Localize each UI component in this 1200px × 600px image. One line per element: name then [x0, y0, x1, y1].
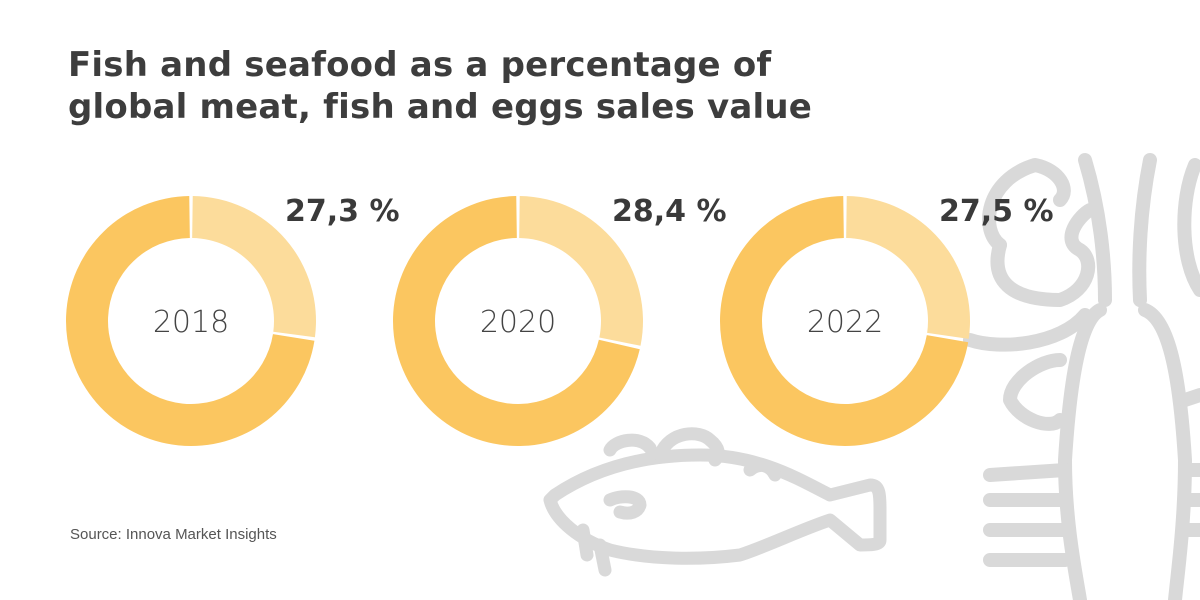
donut-slice-rest — [720, 196, 969, 446]
fish-icon — [543, 427, 887, 577]
title-line-1: Fish and seafood as a percentage of — [68, 45, 772, 85]
percentage-label: 28,4 % — [612, 194, 727, 229]
center-year-label: 2018 — [153, 305, 229, 340]
donut-slice-rest — [393, 196, 640, 446]
donut-chart-2018: 2018 27,3 % — [66, 194, 400, 446]
chart-title: Fish and seafood as a percentage of glob… — [68, 44, 812, 128]
title-line-2: global meat, fish and eggs sales value — [68, 87, 813, 127]
donut-slice-highlight — [846, 196, 970, 339]
donut-slice-rest — [66, 196, 315, 446]
source-note: Source: Innova Market Insights — [70, 526, 277, 543]
center-year-label: 2022 — [807, 305, 883, 340]
donut-slice-highlight — [192, 196, 316, 338]
donut-slice-highlight — [519, 196, 643, 346]
lobster-icon — [963, 153, 1200, 600]
percentage-label: 27,5 % — [939, 194, 1054, 229]
center-year-label: 2020 — [480, 305, 556, 340]
donut-chart-2020: 2020 28,4 % — [393, 194, 727, 446]
donut-chart-2022: 2022 27,5 % — [720, 194, 1054, 446]
percentage-label: 27,3 % — [285, 194, 400, 229]
